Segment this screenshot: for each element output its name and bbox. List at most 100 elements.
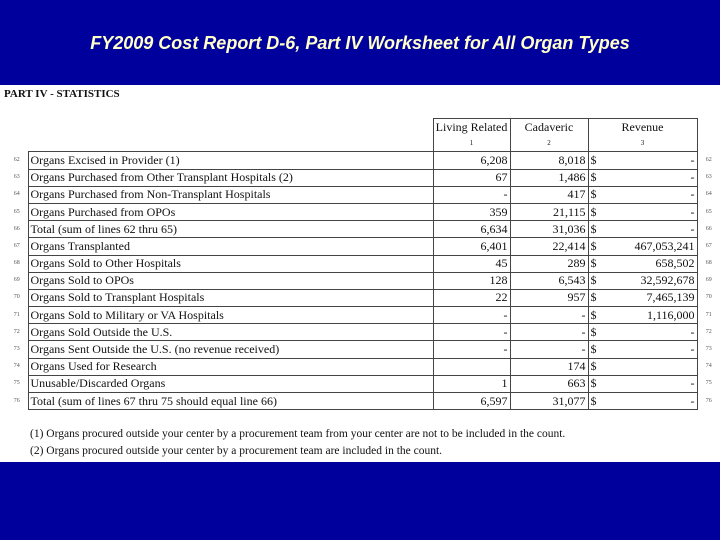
line-number: 62 [13, 156, 20, 163]
dollar-sign: $ [587, 323, 605, 342]
cadaveric: 663 [509, 374, 589, 394]
row-label: Organs Sent Outside the U.S. (no revenue… [27, 340, 434, 359]
spacer [28, 135, 433, 152]
row-label: Organs Sold to Other Hospitals [27, 254, 434, 273]
table-row: 66 Total (sum of lines 62 thru 65) 6,634 31… [6, 220, 720, 239]
living-related: 22 [432, 288, 511, 308]
revenue: - [605, 185, 698, 204]
table-row: 75 Unusable/Discarded Organs 1 663 $ -75 [6, 374, 720, 394]
spacer [6, 135, 28, 152]
living-related: - [432, 323, 511, 342]
spacer [28, 119, 433, 136]
line-number: 68 [13, 260, 20, 267]
cadaveric: 1,486 [509, 168, 589, 187]
line-number: 63 [705, 174, 712, 181]
table-row: 64 Organs Purchased from Non-Transplant H… [6, 185, 720, 204]
dollar-sign: $ [587, 202, 605, 222]
living-related: - [432, 306, 511, 325]
header-row: Living Related Cadaveric Revenue [6, 118, 720, 136]
line-number: 76 [13, 397, 20, 404]
line-number: 66 [705, 225, 712, 232]
revenue: 1,116,000 [605, 306, 698, 325]
line-number: 68 [705, 260, 712, 267]
column-number: 2 [509, 135, 589, 152]
revenue: - [605, 220, 698, 239]
living-related: - [432, 340, 511, 359]
footnote: (1) Organs procured outside your center … [30, 428, 566, 440]
column-header: Revenue [587, 118, 698, 136]
dollar-sign: $ [587, 340, 605, 359]
table-row: 65 Organs Purchased from OPOs 359 21,115 $ -6… [6, 202, 720, 222]
living-related: 6,401 [432, 237, 511, 256]
revenue: - [605, 151, 698, 170]
cadaveric: 8,018 [509, 151, 589, 170]
row-label: Organs Purchased from Non-Transplant Hos… [27, 185, 434, 204]
living-related: 1 [432, 374, 511, 394]
revenue: - [605, 374, 698, 394]
table-row: 70 Organs Sold to Transplant Hospitals 22 9… [6, 288, 720, 308]
dollar-sign: $ [587, 185, 605, 204]
spacer [697, 135, 720, 152]
table-row: 71 Organs Sold to Military or VA Hospital… [6, 306, 720, 325]
dollar-sign: $ [587, 306, 605, 325]
revenue: - [605, 340, 698, 359]
table-row: 73 Organs Sent Outside the U.S. (no reven… [6, 340, 720, 359]
living-related: 359 [432, 202, 511, 222]
table-row: 72 Organs Sold Outside the U.S. - - $ -72 [6, 323, 720, 342]
row-label: Organs Sold Outside the U.S. [27, 323, 434, 342]
table-row: 67 Organs Transplanted 6,401 22,414 $467,053… [6, 237, 720, 256]
line-number: 75 [705, 380, 712, 387]
cadaveric: 417 [509, 185, 589, 204]
revenue: - [605, 202, 698, 222]
revenue: 658,502 [605, 254, 698, 273]
line-number: 64 [705, 191, 712, 198]
line-number: 65 [13, 208, 20, 215]
table-row: 62 Organs Excised in Provider (1) 6,208 8,0… [6, 151, 720, 170]
row-label: Organs Transplanted [27, 237, 434, 256]
revenue: 32,592,678 [605, 271, 698, 290]
line-number: 71 [13, 311, 20, 318]
spacer [6, 119, 28, 136]
living-related [432, 357, 511, 376]
slide-title: FY2009 Cost Report D-6, Part IV Workshee… [90, 33, 630, 53]
section-title: PART IV - STATISTICS [4, 88, 120, 100]
table-row: 68 Organs Sold to Other Hospitals 45 289 $65… [6, 254, 720, 273]
living-related: 6,634 [432, 220, 511, 239]
line-number: 72 [705, 328, 712, 335]
line-number: 62 [705, 156, 712, 163]
cadaveric: 31,036 [509, 220, 589, 239]
line-number: 71 [705, 311, 712, 318]
line-number: 76 [705, 397, 712, 404]
line-number: 74 [13, 363, 20, 370]
row-label: Organs Excised in Provider (1) [27, 151, 434, 170]
row-label: Organs Sold to OPOs [27, 271, 434, 290]
row-label: Organs Sold to Transplant Hospitals [27, 288, 434, 308]
cadaveric: - [509, 323, 589, 342]
line-number: 67 [13, 242, 20, 249]
row-label: Organs Used for Research [27, 357, 434, 376]
row-label: Organs Sold to Military or VA Hospitals [27, 306, 434, 325]
row-label: Total (sum of lines 62 thru 65) [27, 220, 434, 239]
cadaveric: - [509, 340, 589, 359]
living-related: 67 [432, 168, 511, 187]
line-number: 75 [13, 380, 20, 387]
cadaveric: 174 [509, 357, 589, 376]
column-number: 3 [587, 135, 698, 152]
line-number: 67 [705, 242, 712, 249]
cadaveric: 957 [509, 288, 589, 308]
line-number: 69 [13, 277, 20, 284]
dollar-sign: $ [587, 374, 605, 394]
row-label: Unusable/Discarded Organs [27, 374, 434, 394]
row-label: Organs Purchased from OPOs [27, 202, 434, 222]
footnote: (2) Organs procured outside your center … [30, 445, 443, 457]
cadaveric: 6,543 [509, 271, 589, 290]
revenue: 7,465,139 [605, 288, 698, 308]
line-number: 73 [13, 346, 20, 353]
line-number: 70 [13, 294, 20, 301]
statistics-table: Living Related Cadaveric Revenue 1 2 3 62 Organ… [6, 118, 720, 411]
line-number: 74 [705, 363, 712, 370]
table-row: 69 Organs Sold to OPOs 128 6,543 $32,592,678… [6, 271, 720, 290]
cadaveric: 22,414 [509, 237, 589, 256]
dollar-sign: $ [587, 151, 605, 170]
